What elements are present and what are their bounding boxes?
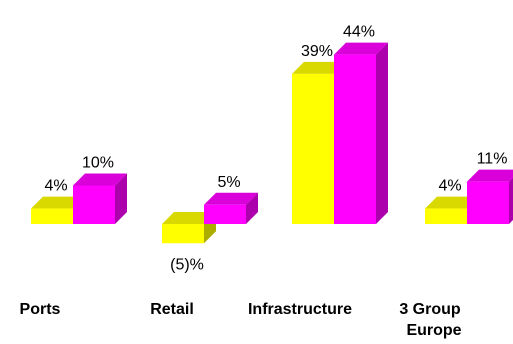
bar-top-face	[334, 42, 388, 55]
bar-group-infrastructure: 39% 44%	[292, 24, 388, 224]
category-label-line: 3 Group	[399, 301, 461, 318]
value-label: 4%	[438, 178, 461, 195]
category-label-line: Retail	[150, 301, 194, 318]
value-label: 11%	[477, 151, 508, 168]
bar-side-face	[509, 177, 513, 224]
bar-retail-series-1	[162, 212, 216, 244]
value-label: 5%	[217, 174, 240, 191]
bar-top-face	[467, 169, 513, 182]
bar-front-face	[162, 224, 204, 244]
bar-group-3-group-europe: 4% 11%	[425, 151, 513, 224]
bar-side-face	[376, 42, 388, 224]
category-label-retail: Retail	[150, 301, 194, 318]
bar-top-face	[73, 173, 127, 186]
bar-top-face	[425, 196, 479, 209]
category-label-line: Ports	[20, 301, 61, 318]
bar-group-ports: 4% 10%	[31, 155, 127, 224]
category-label-3-group-europe: 3 Group Europe	[399, 301, 461, 339]
value-label: 4%	[44, 178, 67, 195]
value-label: 10%	[82, 155, 114, 172]
bar-front-face	[31, 208, 73, 224]
bar-top-face	[292, 61, 346, 74]
category-label-line: Europe	[406, 322, 461, 339]
value-label: 44%	[343, 24, 375, 41]
bar-3-group-europe-series-2	[467, 169, 513, 224]
bar-side-face	[246, 192, 258, 224]
bar-infrastructure-series-2	[334, 42, 388, 224]
bar-top-face	[31, 196, 85, 209]
bar-front-face	[73, 185, 115, 224]
bar-front-face	[334, 54, 376, 224]
category-label-infrastructure: Infrastructure	[248, 301, 352, 318]
value-label: 39%	[301, 43, 333, 60]
bar-retail-series-2	[204, 192, 258, 224]
bar-group-retail: (5)% 5%	[162, 174, 258, 273]
bar-top-face	[204, 192, 258, 205]
bar-front-face	[467, 181, 509, 224]
bar-front-face	[204, 204, 246, 224]
bar-front-face	[292, 73, 334, 224]
bar-ports-series-2	[73, 173, 127, 224]
bar-front-face	[425, 208, 467, 224]
bar-side-face	[115, 173, 127, 224]
category-label-line: Infrastructure	[248, 301, 352, 318]
category-label-ports: Ports	[20, 301, 61, 318]
value-label: (5)%	[170, 256, 204, 273]
bar-top-face	[162, 212, 216, 224]
